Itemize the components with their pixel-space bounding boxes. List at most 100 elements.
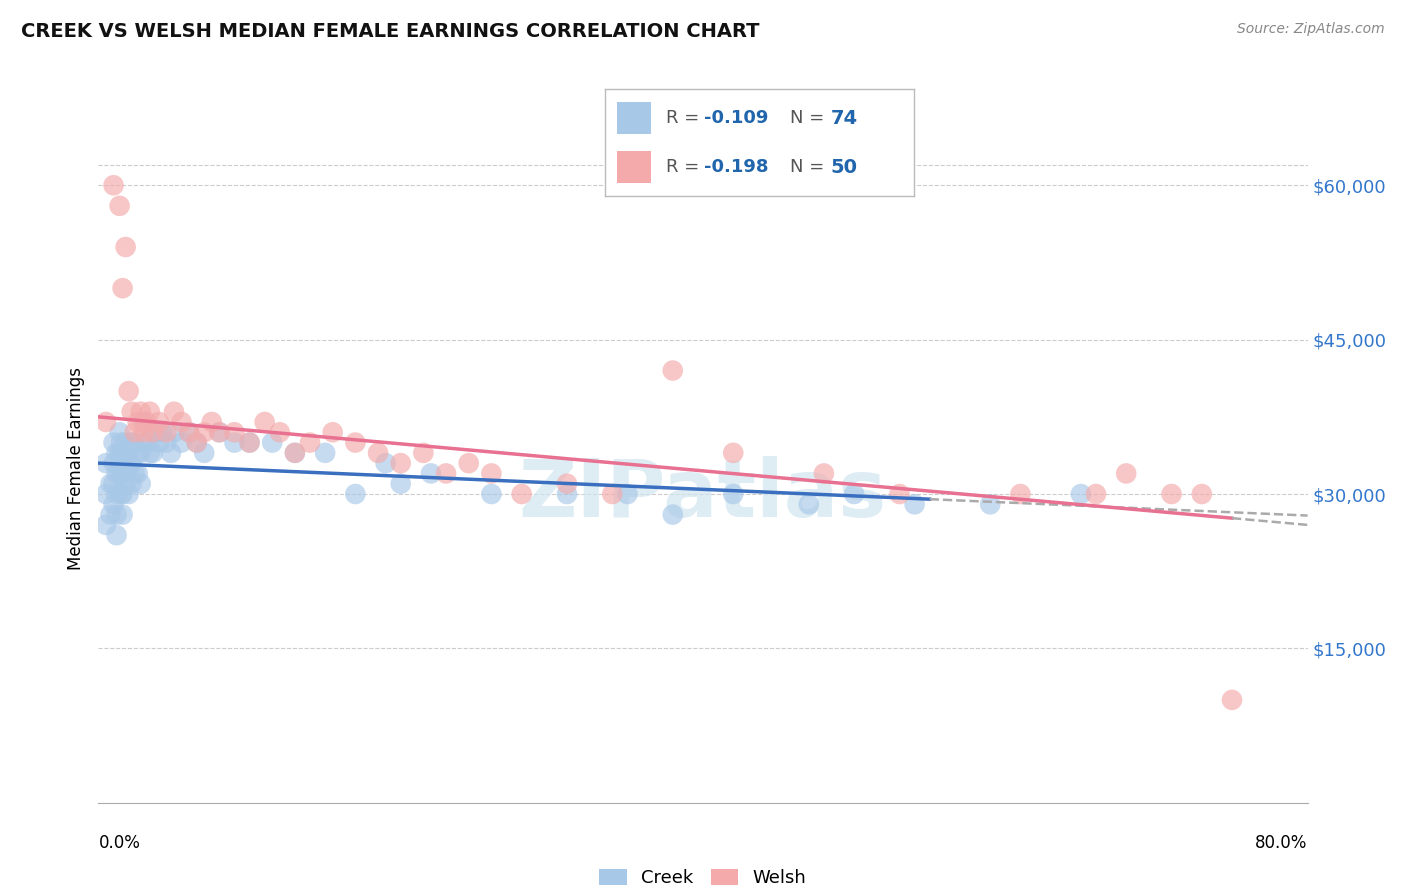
Point [1160, 487, 1182, 501]
Point [797, 497, 820, 511]
Point [103, 476, 125, 491]
Point [103, 456, 125, 470]
Text: -0.198: -0.198 [703, 159, 768, 177]
Point [201, 415, 224, 429]
Point [193, 446, 215, 460]
Point [269, 425, 291, 440]
Point [132, 415, 155, 429]
Point [367, 446, 389, 460]
Point [114, 435, 136, 450]
Point [150, 425, 173, 440]
Point [1115, 467, 1137, 481]
Point [979, 497, 1001, 511]
Point [481, 467, 503, 481]
Point [420, 467, 443, 481]
Point [118, 446, 141, 460]
Point [121, 405, 143, 419]
Point [132, 435, 155, 450]
Point [111, 281, 134, 295]
Point [284, 446, 307, 460]
Point [142, 446, 165, 460]
Text: ZIPatlas: ZIPatlas [519, 456, 887, 534]
Text: CREEK VS WELSH MEDIAN FEMALE EARNINGS CORRELATION CHART: CREEK VS WELSH MEDIAN FEMALE EARNINGS CO… [21, 22, 759, 41]
Point [110, 487, 132, 501]
Point [103, 178, 125, 193]
Point [179, 425, 201, 440]
Point [374, 456, 396, 470]
Point [208, 425, 231, 440]
Point [111, 508, 134, 522]
Point [510, 487, 533, 501]
Point [139, 405, 162, 419]
Point [344, 435, 367, 450]
Point [108, 446, 131, 460]
Point [124, 425, 146, 440]
Point [103, 497, 125, 511]
Point [111, 446, 134, 460]
Point [662, 363, 685, 377]
Point [844, 487, 866, 501]
Point [105, 508, 128, 522]
Point [145, 425, 167, 440]
Point [555, 487, 578, 501]
Point [129, 405, 152, 419]
Point [142, 425, 165, 440]
Point [389, 456, 412, 470]
Point [108, 467, 131, 481]
Point [186, 435, 208, 450]
Point [118, 467, 141, 481]
Bar [617, 152, 651, 184]
Point [103, 435, 125, 450]
Point [160, 446, 183, 460]
Point [129, 476, 152, 491]
Point [148, 415, 170, 429]
Point [163, 425, 186, 440]
Point [262, 435, 284, 450]
Point [110, 435, 132, 450]
Point [105, 446, 128, 460]
Point [121, 435, 143, 450]
Point [100, 508, 122, 522]
Point [344, 487, 367, 501]
Point [186, 435, 208, 450]
Point [1010, 487, 1032, 501]
Text: 74: 74 [831, 109, 858, 128]
Point [179, 425, 201, 440]
Point [94, 415, 117, 429]
Point [118, 487, 141, 501]
Point [105, 467, 128, 481]
Point [111, 467, 134, 481]
Point [114, 456, 136, 470]
Bar [617, 102, 651, 134]
Point [284, 446, 307, 460]
Point [239, 435, 262, 450]
Text: N =: N = [790, 159, 830, 177]
Point [170, 435, 193, 450]
Point [94, 487, 117, 501]
Point [662, 508, 685, 522]
Point [108, 199, 131, 213]
Text: N =: N = [790, 109, 830, 127]
Point [163, 405, 186, 419]
Text: R =: R = [666, 159, 706, 177]
Point [224, 425, 246, 440]
Point [314, 446, 336, 460]
Point [170, 415, 193, 429]
Point [322, 425, 344, 440]
Point [457, 456, 479, 470]
Point [111, 487, 134, 501]
Point [602, 487, 624, 501]
Point [889, 487, 911, 501]
Text: R =: R = [666, 109, 706, 127]
Point [555, 476, 578, 491]
Point [121, 456, 143, 470]
Point [723, 487, 745, 501]
Point [1191, 487, 1213, 501]
Point [114, 240, 136, 254]
Point [124, 467, 146, 481]
Point [121, 476, 143, 491]
Point [412, 446, 434, 460]
Point [105, 487, 128, 501]
Point [904, 497, 927, 511]
Point [239, 435, 262, 450]
